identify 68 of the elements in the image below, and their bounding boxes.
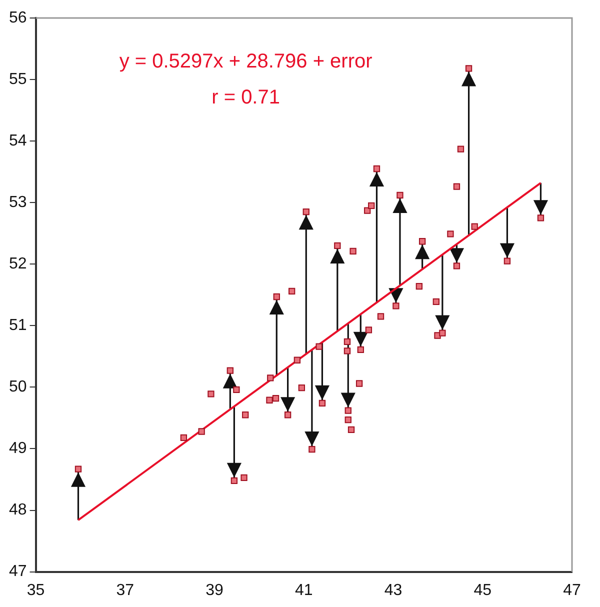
point xyxy=(233,386,240,393)
point xyxy=(439,330,446,336)
point xyxy=(344,407,352,414)
y-tick-label: 55 xyxy=(9,70,27,88)
point xyxy=(294,356,301,364)
point xyxy=(350,248,356,255)
point xyxy=(453,183,460,190)
point xyxy=(284,412,292,418)
x-tick-label: 37 xyxy=(116,582,134,599)
y-tick-label: 48 xyxy=(9,502,27,519)
point xyxy=(266,396,273,404)
y-tick-label: 54 xyxy=(9,132,27,150)
annotation: r = 0.71 xyxy=(212,86,280,109)
point xyxy=(365,326,372,334)
y-tick-label: 53 xyxy=(9,194,27,212)
point xyxy=(273,293,280,300)
point xyxy=(357,346,364,353)
point xyxy=(318,400,326,407)
y-tick-label: 51 xyxy=(9,317,27,334)
x-tick-label: 45 xyxy=(474,582,492,599)
x-tick-label: 41 xyxy=(295,582,313,599)
point xyxy=(368,202,375,210)
y-tick-label: 49 xyxy=(9,440,27,458)
x-tick-label: 35 xyxy=(26,582,45,599)
point xyxy=(316,343,322,350)
point xyxy=(416,282,423,290)
point xyxy=(348,426,355,433)
point xyxy=(267,374,274,382)
point xyxy=(226,367,234,374)
point xyxy=(344,416,352,424)
y-tick-label: 47 xyxy=(9,563,27,580)
point xyxy=(432,298,440,305)
point xyxy=(504,258,511,264)
point xyxy=(230,477,238,484)
x-tick-label: 43 xyxy=(384,582,402,599)
point xyxy=(180,434,188,441)
point xyxy=(334,242,341,249)
point xyxy=(434,332,441,339)
point xyxy=(242,412,249,418)
point xyxy=(453,262,460,270)
point xyxy=(288,288,296,295)
y-tick-label: 50 xyxy=(9,378,27,396)
point xyxy=(344,338,351,345)
point xyxy=(457,146,464,152)
point xyxy=(74,466,82,472)
x-tick-label: 47 xyxy=(563,582,581,599)
point xyxy=(377,313,384,320)
point xyxy=(240,474,248,481)
point xyxy=(272,394,280,402)
point xyxy=(537,214,544,222)
point xyxy=(396,192,404,199)
point xyxy=(392,302,400,310)
annotation: y = 0.5297x + 28.796 + error xyxy=(119,50,373,73)
point xyxy=(418,238,426,245)
point xyxy=(298,384,305,392)
x-tick-label: 39 xyxy=(206,582,224,599)
point xyxy=(308,446,316,453)
y-tick-label: 56 xyxy=(9,9,27,26)
point xyxy=(471,223,478,230)
point xyxy=(302,208,310,216)
point xyxy=(465,65,472,72)
point xyxy=(198,428,205,435)
point xyxy=(447,230,454,238)
point xyxy=(373,165,380,172)
point xyxy=(208,390,214,398)
y-tick-label: 52 xyxy=(9,256,27,273)
point xyxy=(344,348,351,354)
point xyxy=(356,380,363,387)
